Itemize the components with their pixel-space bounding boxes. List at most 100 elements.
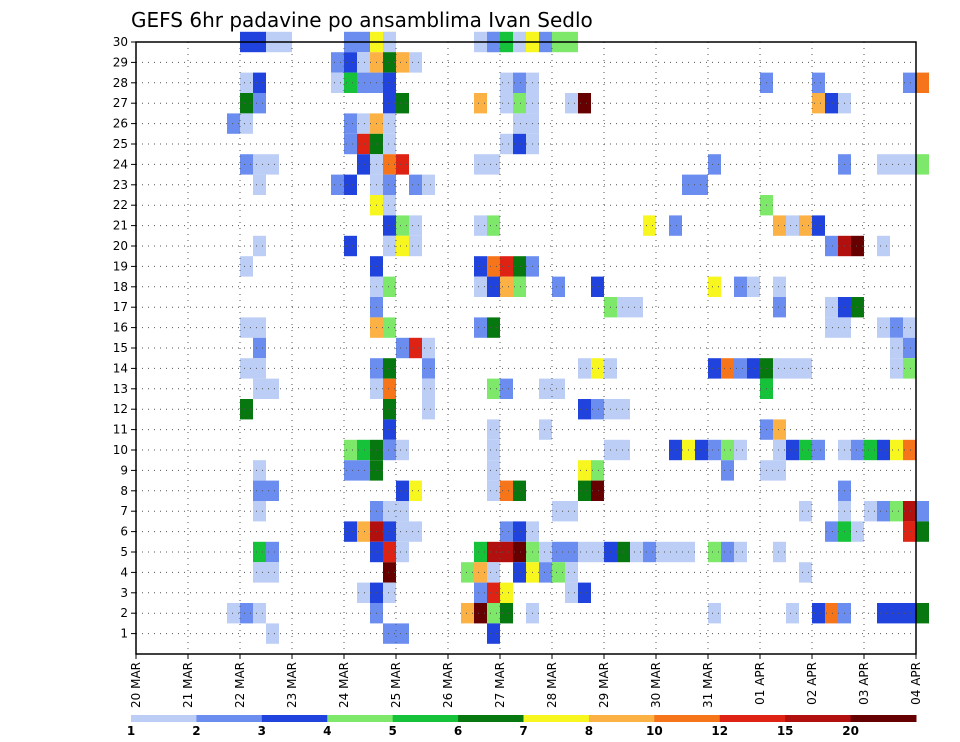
heatmap-cell [578,358,591,379]
heatmap-cell [422,174,435,195]
y-tick-label: 12 [113,402,128,416]
heatmap-cell [500,521,513,542]
heatmap-cell [240,113,253,134]
heatmap-cell [357,439,370,461]
heatmap-cell [240,399,253,420]
heatmap-cell [877,235,890,257]
heatmap-cell [253,603,266,624]
heatmap-cell [396,235,409,257]
heatmap-cell [227,603,240,624]
heatmap-cell [721,460,734,481]
heatmap-cell [396,215,409,236]
heatmap-cell [253,235,266,257]
heatmap-cell [409,480,422,501]
heatmap-cell [591,460,604,481]
heatmap-cell [422,399,435,420]
heatmap-cell [253,541,266,563]
colorbar-label: 20 [842,724,859,738]
heatmap-cell [669,439,682,461]
y-tick-label: 20 [113,239,128,253]
heatmap-cell [409,215,422,236]
heatmap-cell [383,623,409,644]
heatmap-cell [825,521,838,542]
heatmap-cell [487,317,500,338]
heatmap-cell [357,582,370,603]
heatmap-cell [240,603,253,624]
x-tick-label: 24 MAR [337,662,351,708]
heatmap-cell [357,154,370,175]
heatmap-cell [344,235,357,257]
heatmap-cell [890,337,903,359]
heatmap-cell [695,439,708,461]
heatmap-cell [513,521,526,542]
y-tick-label: 1 [120,627,128,641]
heatmap-cell [877,501,890,522]
heatmap-cell [500,256,513,277]
heatmap-cell [513,480,526,501]
x-tick-label: 20 MAR [129,662,143,708]
heatmap-cell [487,378,500,399]
heatmap-cell [903,337,916,359]
heatmap-cell [422,378,435,399]
heatmap-cell [903,521,916,542]
heatmap-cell [344,72,357,93]
heatmap-cell [409,52,422,73]
heatmap-cell [240,93,253,114]
y-tick-label: 4 [120,565,128,579]
heatmap-cell [500,72,513,93]
y-tick-label: 13 [113,382,128,396]
heatmap-cell [916,501,929,522]
heatmap-cell [734,541,747,563]
heatmap-cell [474,93,487,114]
heatmap-cell [487,215,500,236]
heatmap-cell [877,154,903,175]
heatmap-cell [474,317,487,338]
heatmap-cell [383,52,396,73]
heatmap-cell [461,562,474,583]
heatmap-cell [383,501,409,522]
colorbar-segment [327,715,394,722]
heatmap-cell [799,439,812,461]
y-tick-label: 23 [113,178,128,192]
heatmap-cell [383,72,396,93]
heatmap-cell [266,623,279,644]
y-tick-label: 26 [113,117,128,131]
y-tick-label: 8 [120,484,128,498]
heatmap-cell [747,358,760,379]
heatmap-cell [500,378,513,399]
heatmap-cell [552,562,565,583]
heatmap-cell [786,603,799,624]
heatmap-cell [487,480,500,501]
y-tick-label: 10 [113,443,128,457]
y-tick-label: 22 [113,198,128,212]
heatmap-cell [409,235,422,257]
heatmap-cell [773,419,786,440]
heatmap-cell [331,72,344,93]
colorbar-label: 12 [711,724,728,738]
heatmap-cell [500,603,513,624]
heatmap-cell [344,460,370,481]
colorbar-label: 5 [388,724,396,738]
heatmap-cell [474,562,487,583]
heatmap-cell [851,521,864,542]
heatmap-cell [708,439,721,461]
heatmap-cell [565,562,578,583]
heatmap-cell [812,93,825,114]
heatmap-cell [513,133,526,155]
colorbar-label: 1 [127,724,135,738]
x-tick-label: 03 APR [857,662,871,705]
heatmap-cell [903,154,916,175]
colorbar-label: 15 [777,724,794,738]
heatmap-cell [877,603,903,624]
heatmap-cell [487,256,500,277]
y-tick-label: 2 [120,606,128,620]
y-tick-label: 7 [120,504,128,518]
heatmap-cell [773,276,786,297]
heatmap-cell [539,562,552,583]
y-tick-label: 17 [113,300,128,314]
heatmap-cell [383,317,396,338]
heatmap-cell [786,439,799,461]
heatmap-cell [565,93,578,114]
y-tick-label: 21 [113,219,128,233]
heatmap-cell [851,297,864,318]
